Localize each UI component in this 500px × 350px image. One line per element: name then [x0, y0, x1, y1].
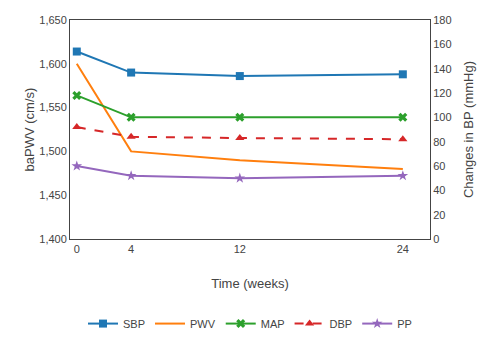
svg-text:40: 40 [433, 184, 445, 196]
svg-text:0: 0 [74, 243, 80, 255]
svg-text:160: 160 [433, 38, 451, 50]
svg-text:SBP: SBP [123, 318, 145, 330]
svg-text:PWV: PWV [190, 318, 216, 330]
svg-text:100: 100 [433, 111, 451, 123]
svg-text:180: 180 [433, 14, 451, 26]
svg-text:Changes in BP (mmHg): Changes in BP (mmHg) [461, 61, 476, 198]
svg-text:12: 12 [234, 243, 246, 255]
svg-text:1,650: 1,650 [39, 14, 67, 26]
svg-text:120: 120 [433, 87, 451, 99]
svg-text:Time (weeks): Time (weeks) [211, 276, 289, 291]
svg-text:1,400: 1,400 [39, 233, 67, 245]
svg-text:140: 140 [433, 63, 451, 75]
svg-text:4: 4 [128, 243, 134, 255]
svg-text:80: 80 [433, 136, 445, 148]
svg-text:1,600: 1,600 [39, 58, 67, 70]
svg-text:baPWV (cm/s): baPWV (cm/s) [22, 88, 37, 172]
svg-text:PP: PP [397, 318, 412, 330]
svg-text:20: 20 [433, 209, 445, 221]
svg-text:1,500: 1,500 [39, 145, 67, 157]
svg-text:0: 0 [433, 233, 439, 245]
svg-text:1,450: 1,450 [39, 189, 67, 201]
svg-text:24: 24 [397, 243, 409, 255]
svg-text:1,550: 1,550 [39, 101, 67, 113]
svg-text:60: 60 [433, 160, 445, 172]
svg-text:DBP: DBP [330, 318, 353, 330]
svg-text:MAP: MAP [261, 318, 285, 330]
